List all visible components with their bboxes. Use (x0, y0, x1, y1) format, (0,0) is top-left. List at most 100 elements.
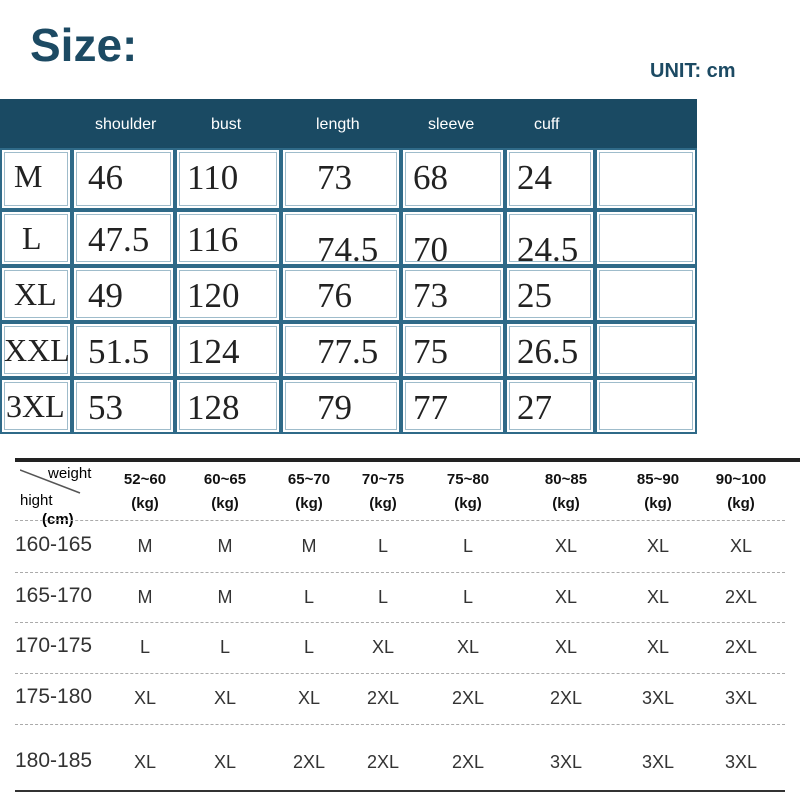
measurement: 25 (517, 276, 552, 315)
weight-unit: (kg) (369, 495, 397, 512)
size-label: XL (14, 276, 57, 312)
weight-unit: (kg) (131, 495, 159, 512)
table-cell (595, 148, 697, 210)
recommended-size: XL (646, 587, 670, 607)
column-header: shoulder (95, 116, 157, 133)
recommended-size: M (137, 587, 153, 607)
table-header-band (0, 99, 697, 148)
corner-weight: weight (48, 465, 92, 482)
measurement: 51.5 (88, 332, 150, 371)
recommended-size: XL (133, 752, 157, 772)
weight-unit: (kg) (644, 495, 672, 512)
table-cell (595, 210, 697, 266)
height-range: 160-165 (15, 533, 93, 556)
table-cell (0, 210, 72, 266)
measurement: 128 (187, 388, 240, 427)
measurement: 124 (187, 332, 240, 371)
table-cell (281, 378, 401, 434)
recommended-size: M (217, 536, 233, 556)
weight-range: 60~65 (203, 471, 247, 488)
table-cell (505, 322, 595, 378)
table-cell (281, 210, 401, 266)
recommended-size: 3XL (641, 752, 675, 772)
weight-range: 85~90 (636, 471, 680, 488)
weight-range: 75~80 (446, 471, 490, 488)
recommended-size: 3XL (549, 752, 583, 772)
measurement: 24.5 (517, 230, 579, 269)
measurement: 46 (88, 158, 123, 197)
table-cell (401, 378, 505, 434)
recommended-size: M (217, 587, 233, 607)
corner-height: hight (20, 492, 53, 509)
recommended-size: 2XL (724, 637, 758, 657)
measurement: 110 (187, 158, 239, 197)
measurement: 27 (517, 388, 552, 427)
height-range: 165-170 (15, 584, 93, 607)
recommended-size: L (377, 536, 388, 556)
recommended-size: XL (371, 637, 395, 657)
corner-diagonal (20, 469, 81, 494)
measurement: 77 (413, 388, 448, 427)
table-cell (0, 322, 72, 378)
recommended-size: XL (729, 536, 753, 556)
guide-top-rule (15, 458, 800, 462)
table-cell (175, 148, 281, 210)
table-cell (401, 148, 505, 210)
table-cell (505, 210, 595, 266)
recommended-size: L (139, 637, 150, 657)
weight-range: 52~60 (123, 471, 167, 488)
recommended-size: 3XL (724, 752, 758, 772)
recommended-size: 3XL (641, 688, 675, 708)
weight-range: 90~100 (715, 471, 767, 488)
measurement: 73 (317, 158, 352, 197)
measurement: 26.5 (517, 332, 579, 371)
recommended-size: 2XL (549, 688, 583, 708)
column-header: sleeve (428, 116, 475, 133)
recommended-size: XL (213, 688, 237, 708)
table-cell (0, 266, 72, 322)
weight-range: 70~75 (361, 471, 405, 488)
recommended-size: XL (297, 688, 321, 708)
recommended-size: 3XL (724, 688, 758, 708)
table-cell (0, 378, 72, 434)
table-cell (175, 210, 281, 266)
table-cell (72, 322, 175, 378)
measurement: 70 (413, 230, 448, 269)
recommended-size: 2XL (724, 587, 758, 607)
table-cell (505, 266, 595, 322)
column-header: bust (211, 116, 242, 133)
table-cell (401, 210, 505, 266)
recommended-size: L (462, 587, 473, 607)
title: Size: (30, 19, 138, 71)
recommended-size: XL (213, 752, 237, 772)
measurement: 75 (413, 332, 448, 371)
row-separator (15, 724, 785, 725)
recommended-size: XL (554, 587, 578, 607)
table-cell (505, 148, 595, 210)
height-range: 175-180 (15, 685, 93, 708)
recommended-size: XL (133, 688, 157, 708)
measurement: 47.5 (88, 220, 150, 259)
row-separator (15, 572, 785, 573)
height-range: 170-175 (15, 634, 93, 657)
row-separator (15, 622, 785, 623)
table-cell (505, 378, 595, 434)
weight-range: 80~85 (544, 471, 588, 488)
weight-unit: (kg) (295, 495, 323, 512)
weight-range: 65~70 (287, 471, 331, 488)
column-header: length (316, 116, 360, 133)
size-label: XXL (4, 332, 70, 368)
weight-unit: (kg) (454, 495, 482, 512)
measurement: 76 (317, 276, 352, 315)
unit: UNIT: cm (650, 60, 736, 82)
recommended-size: L (303, 637, 314, 657)
measurement: 79 (317, 388, 352, 427)
table-cell (595, 378, 697, 434)
measurement: 116 (187, 220, 239, 259)
weight-unit: (kg) (552, 495, 580, 512)
measurement: 24 (517, 158, 552, 197)
recommended-size: 2XL (292, 752, 326, 772)
measurement: 120 (187, 276, 240, 315)
recommended-size: L (303, 587, 314, 607)
